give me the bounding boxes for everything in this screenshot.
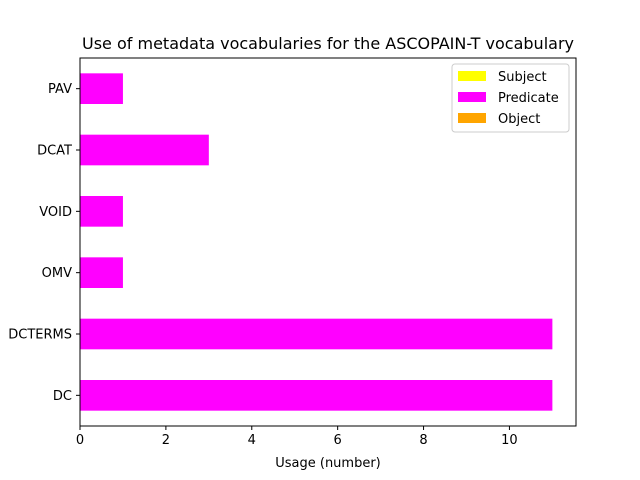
x-tick-label: 6 (334, 433, 342, 448)
chart-title: Use of metadata vocabularies for the ASC… (82, 34, 574, 53)
x-axis: 0 2 4 6 8 10 (76, 426, 518, 448)
x-axis-label: Usage (number) (275, 456, 381, 471)
legend-swatch-subject (458, 71, 486, 81)
plot-area (80, 73, 553, 411)
y-tick-label: DC (53, 389, 72, 404)
bar-predicate-dc (80, 380, 553, 411)
y-tick-label: DCTERMS (8, 328, 72, 343)
y-tick-label: DCAT (37, 144, 72, 159)
y-axis: DC DCTERMS OMV VOID DCAT PAV (8, 82, 80, 404)
bar-predicate-void (80, 196, 123, 227)
legend-label-subject: Subject (498, 70, 547, 85)
x-tick-label: 10 (501, 433, 518, 448)
x-tick-label: 2 (162, 433, 170, 448)
bar-predicate-omv (80, 257, 123, 288)
bar-predicate-dcterms (80, 318, 553, 350)
x-tick-label: 0 (76, 433, 84, 448)
legend-label-object: Object (498, 112, 540, 127)
legend: Subject Predicate Object (451, 63, 570, 133)
bar-predicate-pav (80, 73, 123, 104)
y-tick-label: PAV (48, 82, 72, 97)
y-tick-label: OMV (42, 266, 72, 281)
y-tick-label: VOID (39, 205, 72, 220)
legend-swatch-object (458, 113, 486, 123)
plot-frame (79, 57, 577, 427)
x-tick-label: 4 (248, 433, 256, 448)
legend-swatch-predicate (458, 92, 486, 102)
bar-predicate-dcat (80, 134, 209, 166)
legend-label-predicate: Predicate (498, 91, 559, 106)
x-tick-label: 8 (419, 433, 427, 448)
